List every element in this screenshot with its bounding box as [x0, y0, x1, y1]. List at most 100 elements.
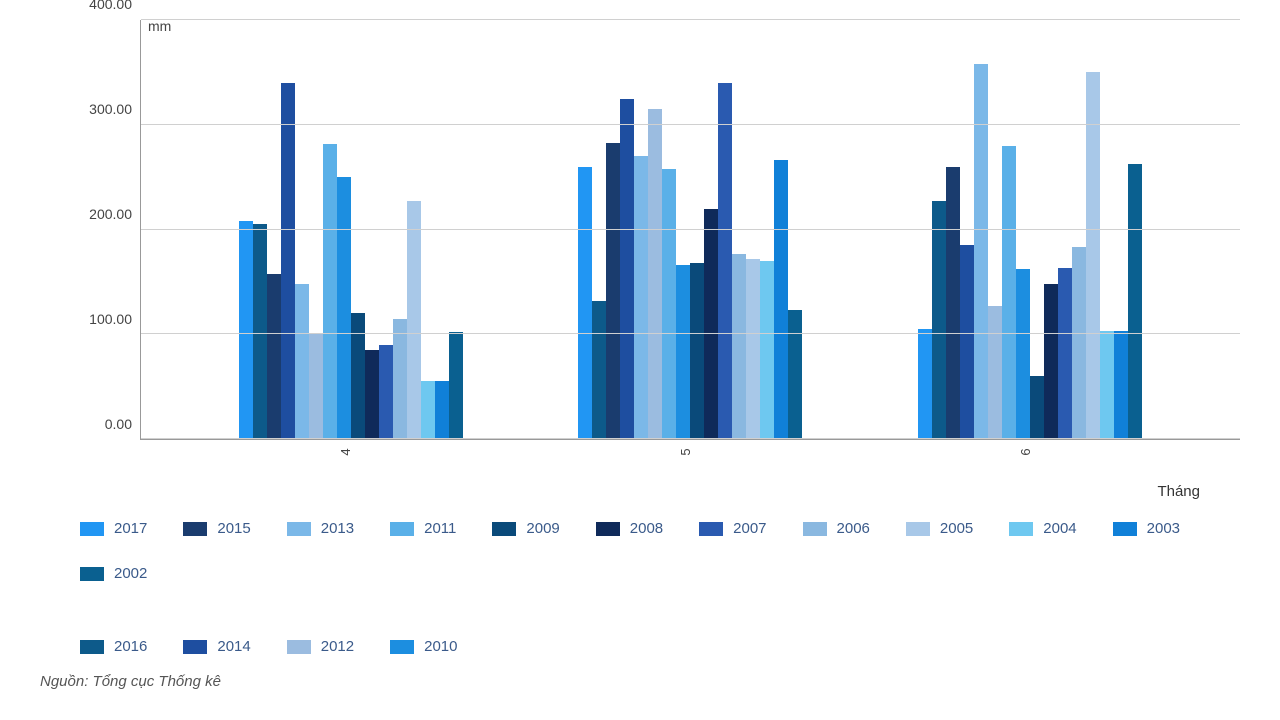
y-axis: 0.00100.00200.00300.00400.00	[60, 20, 140, 440]
legend-label: 2013	[321, 520, 354, 537]
legend-label: 2011	[424, 520, 456, 537]
bar-group	[918, 20, 1142, 439]
bar	[253, 224, 267, 439]
legend-swatch	[1009, 522, 1033, 536]
bar	[718, 83, 732, 439]
bar	[1058, 268, 1072, 439]
bar	[1100, 331, 1114, 439]
bar	[421, 381, 435, 439]
source-citation: Nguồn: Tổng cục Thống kê	[40, 673, 1240, 690]
gridline	[141, 229, 1240, 230]
legend-item: 2008	[596, 520, 663, 537]
legend-item: 2010	[390, 638, 457, 655]
legend-item: 2006	[803, 520, 870, 537]
bar-group	[239, 20, 463, 439]
bar	[788, 310, 802, 439]
legend-label: 2012	[321, 638, 354, 655]
legend-label: 2017	[114, 520, 147, 537]
legend-swatch	[287, 522, 311, 536]
x-tick-label: 4	[338, 442, 362, 462]
gridline	[141, 333, 1240, 334]
bar	[592, 301, 606, 439]
legend-label: 2010	[424, 638, 457, 655]
legend-item: 2013	[287, 520, 354, 537]
bar	[960, 245, 974, 439]
legend-swatch	[492, 522, 516, 536]
bar	[606, 143, 620, 439]
legend-swatch	[183, 640, 207, 654]
y-tick-label: 400.00	[89, 0, 132, 12]
legend-swatch	[287, 640, 311, 654]
bar	[974, 64, 988, 439]
bar	[1072, 247, 1086, 439]
legend-item: 2004	[1009, 520, 1076, 537]
bar	[760, 261, 774, 439]
bar-group	[578, 20, 802, 439]
legend-label: 2003	[1147, 520, 1180, 537]
legend-label: 2008	[630, 520, 663, 537]
bar	[774, 160, 788, 439]
legend-item: 2005	[906, 520, 973, 537]
bar	[393, 319, 407, 439]
bar	[323, 144, 337, 439]
bar	[648, 109, 662, 439]
legend-swatch	[803, 522, 827, 536]
bar	[407, 201, 421, 439]
y-tick-label: 100.00	[89, 311, 132, 327]
legend-item: 2014	[183, 638, 250, 655]
legend-label: 2006	[837, 520, 870, 537]
legend: 2017 2015 2013 2011 2009 2008 2007 2006 2005 2004…	[80, 520, 1220, 655]
bar	[267, 274, 281, 440]
y-tick-label: 200.00	[89, 206, 132, 222]
gridline	[141, 124, 1240, 125]
legend-swatch	[390, 640, 414, 654]
bar	[676, 265, 690, 439]
legend-item: 2015	[183, 520, 250, 537]
bar	[662, 169, 676, 439]
x-axis-title: Tháng	[1157, 483, 1200, 500]
bar	[449, 332, 463, 439]
gridline	[141, 438, 1240, 439]
legend-swatch	[699, 522, 723, 536]
legend-label: 2009	[526, 520, 559, 537]
y-tick-label: 300.00	[89, 101, 132, 117]
legend-item: 2011	[390, 520, 456, 537]
bar	[1114, 331, 1128, 439]
bar	[1030, 376, 1044, 439]
legend-label: 2016	[114, 638, 147, 655]
legend-label: 2005	[940, 520, 973, 537]
legend-swatch	[596, 522, 620, 536]
bar	[365, 350, 379, 439]
bar	[281, 83, 295, 439]
bar	[690, 263, 704, 439]
legend-swatch	[183, 522, 207, 536]
legend-item: 2003	[1113, 520, 1180, 537]
bar	[1016, 269, 1030, 439]
bar	[988, 306, 1002, 439]
bar	[309, 334, 323, 439]
gridline	[141, 19, 1240, 20]
legend-swatch	[1113, 522, 1137, 536]
bar	[435, 381, 449, 439]
bar	[932, 201, 946, 439]
legend-swatch	[906, 522, 930, 536]
bar-groups	[141, 20, 1240, 439]
legend-label: 2015	[217, 520, 250, 537]
bar	[1128, 164, 1142, 439]
legend-item: 2007	[699, 520, 766, 537]
legend-swatch	[80, 640, 104, 654]
legend-label: 2014	[217, 638, 250, 655]
bar	[918, 329, 932, 439]
bar	[634, 156, 648, 439]
legend-swatch	[80, 567, 104, 581]
legend-label: 2004	[1043, 520, 1076, 537]
plot-area	[140, 20, 1240, 440]
y-tick-label: 0.00	[105, 416, 132, 432]
legend-swatch	[390, 522, 414, 536]
legend-label: 2007	[733, 520, 766, 537]
bar	[1002, 146, 1016, 439]
legend-item: 2016	[80, 638, 147, 655]
bar	[351, 313, 365, 439]
x-tick-label: 6	[1018, 442, 1042, 462]
legend-item: 2017	[80, 520, 147, 537]
